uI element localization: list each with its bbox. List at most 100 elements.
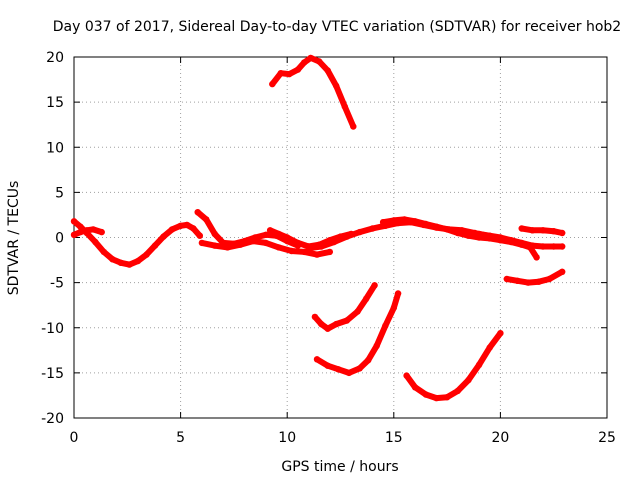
data-point bbox=[237, 241, 244, 248]
data-point bbox=[109, 256, 116, 263]
data-point bbox=[307, 54, 314, 62]
data-point bbox=[318, 320, 325, 328]
data-point bbox=[497, 330, 504, 337]
data-point bbox=[550, 243, 557, 250]
x-tick-label: 20 bbox=[491, 430, 509, 446]
data-point bbox=[535, 278, 542, 285]
data-point bbox=[126, 261, 133, 268]
data-point bbox=[90, 226, 97, 233]
data-point bbox=[160, 233, 167, 240]
data-point bbox=[294, 66, 302, 73]
y-tick-label: -20 bbox=[41, 411, 64, 427]
y-tick-label: 0 bbox=[55, 231, 64, 247]
data-point bbox=[266, 227, 274, 234]
data-point bbox=[143, 251, 150, 258]
data-point bbox=[301, 248, 308, 256]
data-point bbox=[411, 218, 419, 225]
data-point bbox=[168, 226, 176, 233]
data-point bbox=[546, 275, 553, 283]
data-point bbox=[539, 243, 547, 250]
data-point bbox=[465, 232, 472, 239]
y-tick-label: 10 bbox=[46, 140, 64, 156]
data-point bbox=[443, 394, 451, 401]
data-point bbox=[486, 232, 493, 239]
data-point bbox=[134, 257, 142, 265]
data-point bbox=[333, 320, 340, 328]
data-point bbox=[390, 304, 397, 312]
x-tick-label: 0 bbox=[70, 430, 79, 446]
data-point bbox=[362, 295, 370, 303]
x-tick-label: 25 bbox=[598, 430, 616, 446]
data-point bbox=[70, 218, 78, 225]
data-point bbox=[275, 244, 282, 251]
data-point bbox=[98, 228, 105, 236]
data-point bbox=[518, 239, 525, 247]
data-point bbox=[422, 220, 429, 228]
data-point bbox=[262, 239, 270, 247]
data-point bbox=[343, 317, 351, 324]
data-point bbox=[294, 239, 302, 247]
data-point bbox=[100, 248, 108, 256]
data-point bbox=[514, 277, 521, 284]
data-point bbox=[356, 365, 363, 372]
data-point bbox=[369, 225, 376, 232]
data-point bbox=[335, 366, 342, 373]
data-point bbox=[382, 322, 389, 330]
data-point bbox=[354, 308, 361, 315]
data-point bbox=[301, 59, 308, 66]
x-tick-label: 5 bbox=[176, 430, 185, 446]
data-point bbox=[275, 230, 282, 238]
data-point bbox=[313, 356, 321, 363]
data-point bbox=[559, 268, 566, 275]
data-point bbox=[249, 237, 257, 245]
data-point bbox=[288, 247, 295, 255]
data-point bbox=[518, 225, 525, 232]
data-point bbox=[196, 232, 203, 239]
y-tick-label: -15 bbox=[41, 366, 64, 382]
data-point bbox=[443, 226, 451, 233]
data-point bbox=[373, 342, 380, 349]
data-point bbox=[311, 313, 319, 321]
data-point bbox=[70, 231, 78, 238]
data-point bbox=[454, 387, 461, 395]
data-point bbox=[333, 82, 340, 90]
data-point bbox=[401, 216, 408, 223]
data-point bbox=[324, 325, 331, 332]
data-point bbox=[559, 243, 566, 250]
data-point bbox=[341, 103, 348, 110]
data-point bbox=[350, 123, 357, 130]
data-point bbox=[77, 223, 84, 230]
series-arc-high bbox=[269, 54, 357, 130]
data-point bbox=[286, 70, 293, 78]
data-point bbox=[324, 362, 331, 369]
data-point bbox=[403, 372, 410, 379]
data-point bbox=[190, 225, 197, 232]
y-tick-label: -10 bbox=[41, 321, 64, 337]
data-point bbox=[318, 243, 325, 250]
data-point bbox=[465, 376, 472, 384]
data-point bbox=[330, 238, 338, 246]
data-point bbox=[92, 238, 99, 246]
data-point bbox=[345, 369, 353, 377]
x-axis-label: GPS time / hours bbox=[281, 459, 398, 475]
data-point bbox=[454, 229, 461, 237]
data-point bbox=[433, 394, 440, 402]
data-point bbox=[324, 67, 331, 74]
data-point bbox=[486, 344, 493, 351]
data-point bbox=[177, 222, 184, 229]
data-point bbox=[183, 221, 191, 229]
data-point bbox=[77, 228, 84, 236]
data-point bbox=[524, 279, 532, 286]
data-point bbox=[379, 219, 387, 226]
data-point bbox=[422, 391, 429, 398]
data-point bbox=[198, 239, 206, 247]
x-tick-label: 10 bbox=[278, 430, 296, 446]
data-point bbox=[371, 282, 378, 289]
y-tick-label: 15 bbox=[46, 95, 64, 111]
data-point bbox=[284, 234, 291, 241]
y-tick-label: -5 bbox=[50, 276, 64, 292]
data-point bbox=[559, 229, 566, 237]
series-arc-low-c bbox=[403, 330, 504, 402]
x-tick-label: 15 bbox=[385, 430, 403, 446]
data-point bbox=[356, 228, 363, 236]
